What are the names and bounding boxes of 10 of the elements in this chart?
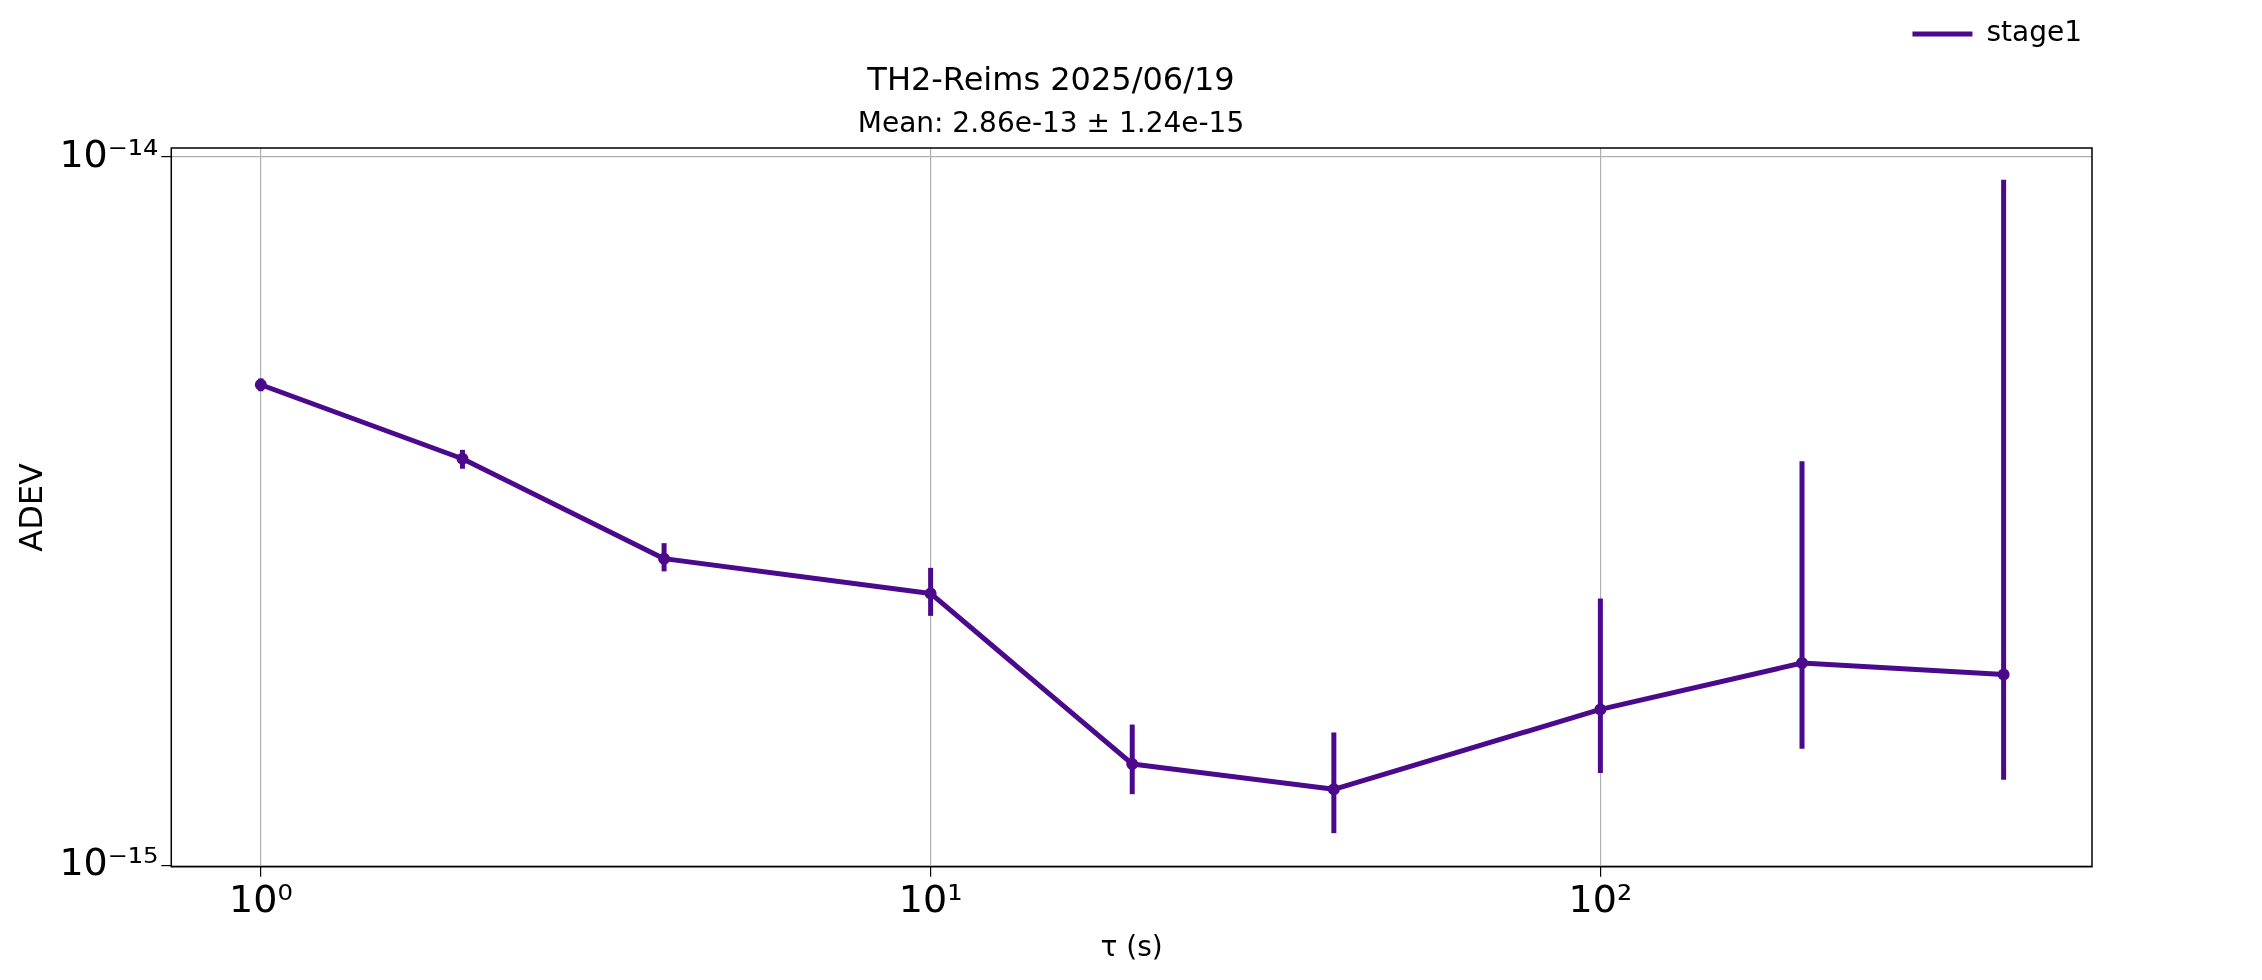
x-axis-title: τ (s): [1100, 930, 1163, 964]
x-tick-label: 10⁰: [229, 877, 293, 922]
x-tick-label: 10¹: [898, 877, 963, 922]
y-axis-title: ADEV: [11, 462, 50, 552]
chart-subtitle: Mean: 2.86e-13 ± 1.24e-15: [857, 106, 1245, 140]
chart-title: TH2-Reims 2025/06/19: [866, 59, 1235, 98]
legend-label: stage1: [1986, 15, 2083, 49]
y-tick-label: 10⁻¹⁴: [59, 131, 159, 176]
x-tick-label: 10²: [1568, 877, 1633, 922]
y-tick-label: 10⁻¹⁵: [59, 840, 159, 885]
